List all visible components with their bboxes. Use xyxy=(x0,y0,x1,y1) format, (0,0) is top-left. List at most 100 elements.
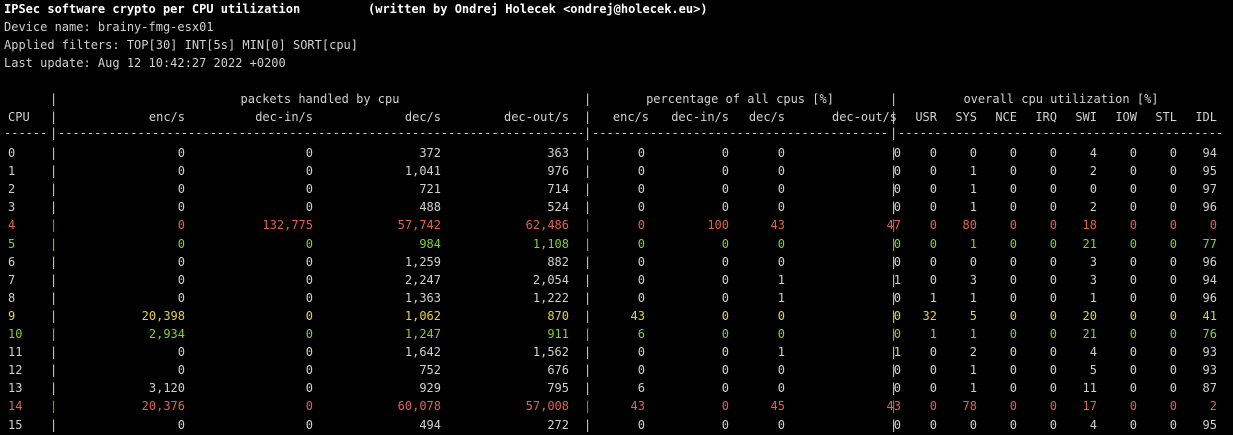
cell-dec: 494 xyxy=(419,417,441,432)
cell-dec: 929 xyxy=(419,381,441,396)
cell-idl: 96 xyxy=(1202,200,1217,215)
column-separator: | xyxy=(584,363,592,378)
cell-p-decout: 0 xyxy=(893,236,901,251)
cell-iow: 0 xyxy=(1129,218,1137,233)
cell-iow: 0 xyxy=(1129,254,1137,269)
cell-enc: 0 xyxy=(177,272,185,287)
cell-idl: 95 xyxy=(1202,417,1217,432)
cell-irq: 0 xyxy=(1049,290,1057,305)
cell-sys: 1 xyxy=(969,290,977,305)
column-header-row: CPU enc/s dec-in/s dec/s dec-out/s enc/s dec-i… xyxy=(4,108,1233,126)
cell-nce: 0 xyxy=(1009,363,1017,378)
cell-iow: 0 xyxy=(1129,417,1137,432)
cell-sys: 78 xyxy=(962,399,977,414)
cell-sys: 0 xyxy=(969,417,977,432)
cell-sys: 1 xyxy=(969,200,977,215)
column-separator: | xyxy=(584,236,592,251)
table-row: 11 0 0 1,642 1,562 0 0 1 1 0 2 0 0 4 0 0 93 | | | xyxy=(4,343,1233,361)
cell-p-dec: 0 xyxy=(777,254,785,269)
cell-dec: 60,078 xyxy=(397,399,441,414)
column-separator: | xyxy=(584,399,592,414)
cell-iow: 0 xyxy=(1129,272,1137,287)
cell-decout: 363 xyxy=(547,146,569,160)
cell-enc: 0 xyxy=(177,254,185,269)
cell-nce: 0 xyxy=(1009,218,1017,233)
cell-dec: 1,642 xyxy=(404,345,441,360)
cell-dec: 372 xyxy=(419,146,441,160)
cell-dec: 1,363 xyxy=(404,290,441,305)
cell-decin: 0 xyxy=(305,146,313,160)
column-header-nce: NCE xyxy=(995,110,1017,124)
cell-decin: 132,775 xyxy=(262,218,313,233)
cell-cpu: 11 xyxy=(8,345,23,360)
column-separator: | xyxy=(50,381,58,396)
cell-usr: 0 xyxy=(929,182,937,197)
cell-p-enc: 0 xyxy=(637,182,645,197)
title-line: IPSec software crypto per CPU utilizatio… xyxy=(4,0,1233,18)
column-header-iow: IOW xyxy=(1115,110,1137,124)
cell-swi: 0 xyxy=(1089,182,1097,197)
column-separator: | xyxy=(50,417,58,432)
column-separator: | xyxy=(50,182,58,197)
cell-swi: 11 xyxy=(1082,381,1097,396)
cell-iow: 0 xyxy=(1129,200,1137,215)
cell-p-dec: 0 xyxy=(777,363,785,378)
cell-dec: 1,247 xyxy=(404,327,441,341)
cell-swi: 1 xyxy=(1089,290,1097,305)
cell-swi: 20 xyxy=(1082,308,1097,323)
cell-idl: 97 xyxy=(1202,182,1217,197)
cell-nce: 0 xyxy=(1009,345,1017,360)
column-separator: | xyxy=(890,182,898,197)
column-separator: | xyxy=(890,381,898,396)
cell-p-dec: 0 xyxy=(777,182,785,197)
cell-dec: 488 xyxy=(419,200,441,215)
cell-iow: 0 xyxy=(1129,399,1137,414)
cell-decout: 870 xyxy=(547,308,569,323)
table-row: 7 0 0 2,247 2,054 0 0 1 1 0 3 0 0 3 0 0 94 | | | xyxy=(4,271,1233,289)
cell-iow: 0 xyxy=(1129,327,1137,341)
column-separator: | xyxy=(584,92,592,106)
cell-p-decout: 0 xyxy=(893,182,901,197)
cell-nce: 0 xyxy=(1009,327,1017,341)
cell-stl: 0 xyxy=(1169,290,1177,305)
column-separator: | xyxy=(50,146,58,160)
cell-usr: 32 xyxy=(922,308,937,323)
cell-enc: 0 xyxy=(177,417,185,432)
cell-p-decin: 0 xyxy=(721,345,729,360)
cell-decout: 1,108 xyxy=(532,236,569,251)
cell-p-dec: 0 xyxy=(777,164,785,179)
column-separator: | xyxy=(50,308,58,323)
applied-filters-line: Applied filters: TOP[30] INT[5s] MIN[0] … xyxy=(4,38,359,52)
cell-irq: 0 xyxy=(1049,218,1057,233)
cell-usr: 0 xyxy=(929,254,937,269)
column-header-enc: enc/s xyxy=(148,110,185,124)
table-row: 4 0 132,775 57,742 62,486 0 100 43 47 0 80 0 0 18 0 0 0 |… xyxy=(4,216,1233,234)
table-row: 14 20,376 0 60,078 57,008 43 0 45 43 0 78 0 0 17 0 0 2 | |… xyxy=(4,397,1233,415)
cell-sys: 1 xyxy=(969,327,977,341)
cell-p-decout: 0 xyxy=(893,327,901,341)
cell-cpu: 9 xyxy=(8,308,16,323)
cell-sys: 0 xyxy=(969,146,977,160)
cell-swi: 5 xyxy=(1089,363,1097,378)
cell-stl: 0 xyxy=(1169,164,1177,179)
cell-p-enc: 0 xyxy=(637,290,645,305)
cell-idl: 2 xyxy=(1209,399,1217,414)
cell-idl: 41 xyxy=(1202,308,1217,323)
cell-p-decout: 0 xyxy=(893,381,901,396)
cell-idl: 77 xyxy=(1202,236,1217,251)
cell-decin: 0 xyxy=(305,254,313,269)
cell-enc: 0 xyxy=(177,200,185,215)
cell-irq: 0 xyxy=(1049,345,1057,360)
column-separator: | xyxy=(50,126,58,140)
cell-swi: 4 xyxy=(1089,146,1097,160)
cell-swi: 3 xyxy=(1089,254,1097,269)
cell-p-decout: 1 xyxy=(893,345,901,360)
cell-decin: 0 xyxy=(305,164,313,179)
cell-idl: 0 xyxy=(1209,218,1217,233)
cell-p-decin: 0 xyxy=(721,182,729,197)
column-separator: | xyxy=(50,254,58,269)
cell-idl: 93 xyxy=(1202,363,1217,378)
cell-usr: 0 xyxy=(929,345,937,360)
cell-irq: 0 xyxy=(1049,164,1057,179)
